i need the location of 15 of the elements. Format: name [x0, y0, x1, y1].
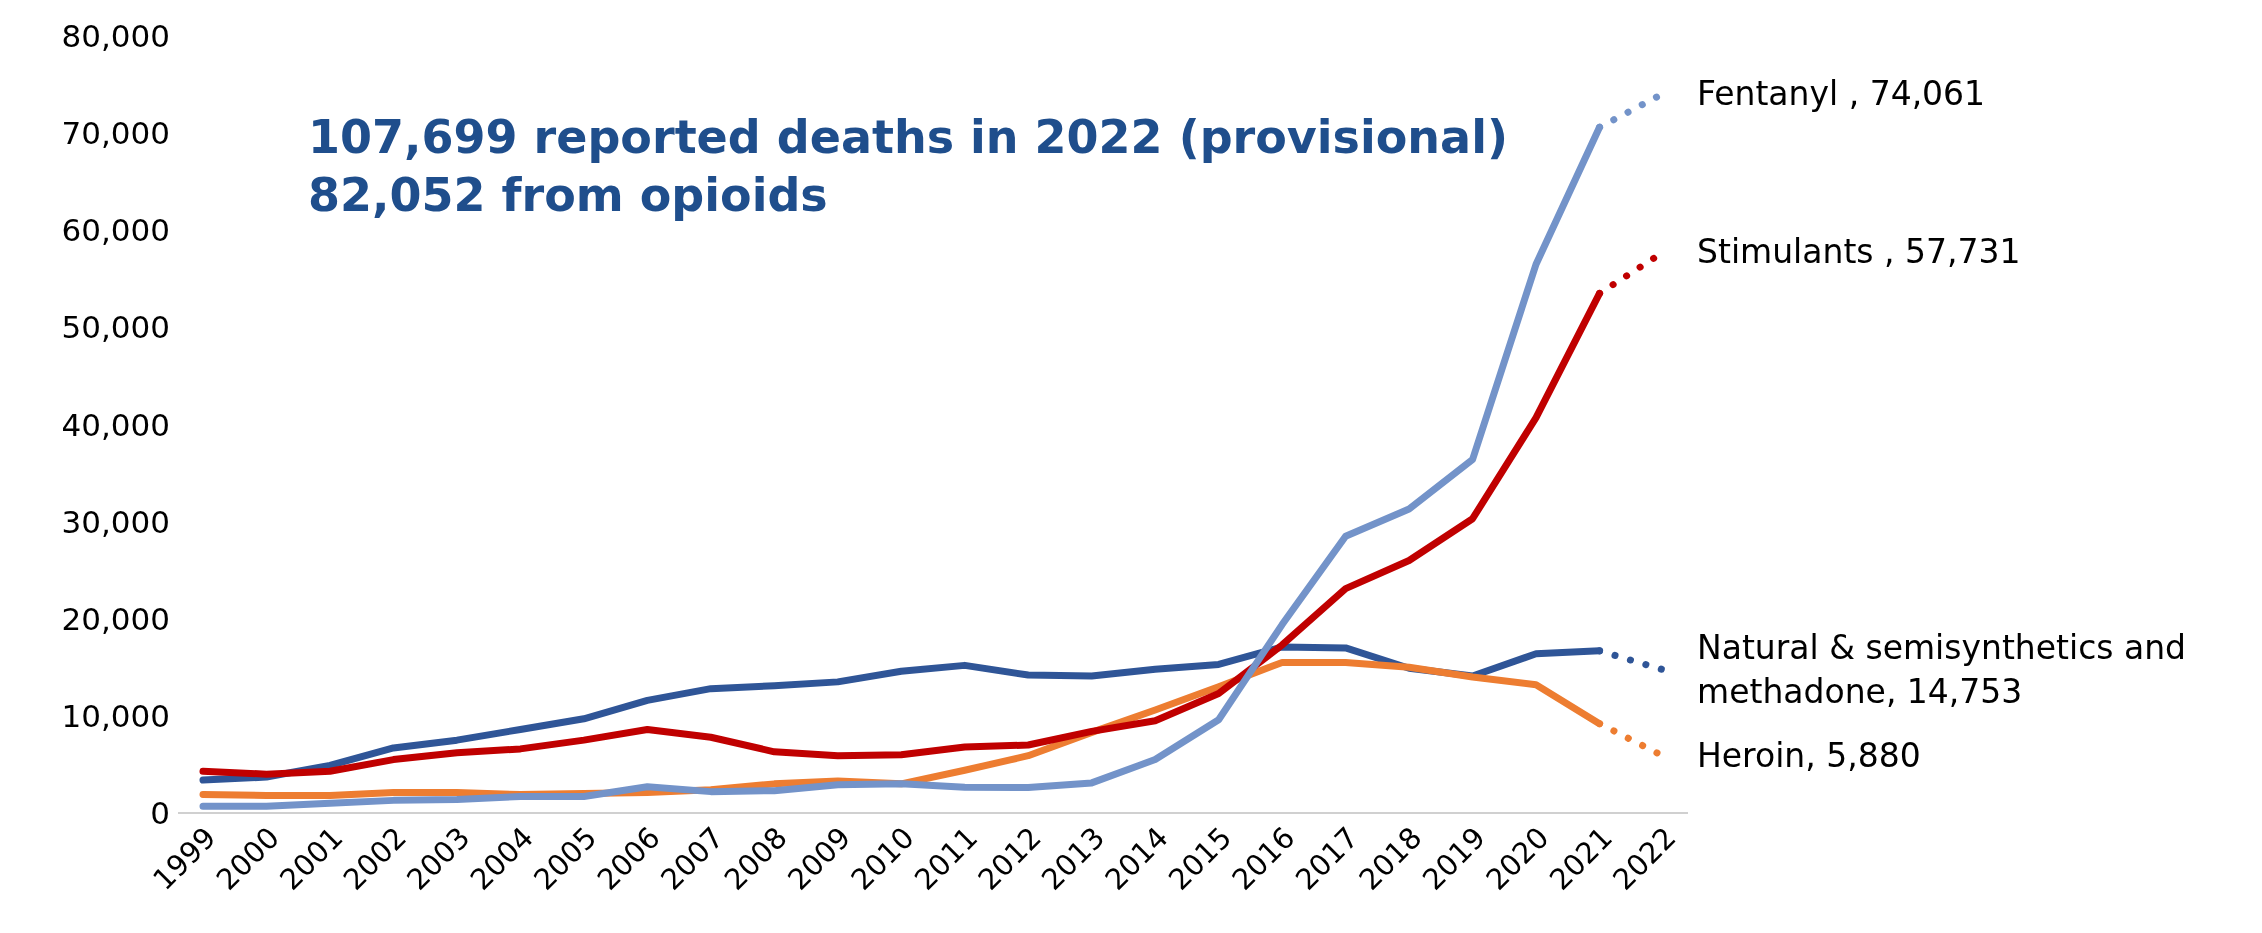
y-tick-label: 40,000: [61, 406, 170, 443]
y-tick-label: 10,000: [61, 697, 170, 734]
y-tick-label: 80,000: [61, 18, 170, 55]
y-tick-label: 70,000: [61, 115, 170, 152]
annotation: 82,052 from opioids: [308, 167, 829, 224]
y-tick-label: 30,000: [61, 503, 170, 540]
data-label: Stimulants , 57,731: [1697, 232, 2021, 272]
data-label: Heroin, 5,880: [1697, 735, 1921, 775]
data-label: Natural & semisynthetics and methadone, 14,753: [1697, 627, 2187, 711]
y-tick-label: 50,000: [61, 309, 170, 346]
y-tick-label: 20,000: [61, 600, 170, 637]
annotation: 107,699 reported deaths in 2022 (provisional): [308, 109, 1508, 166]
y-tick-label: 0: [150, 795, 170, 832]
y-tick-label: 60,000: [61, 212, 170, 249]
data-label: Fentanyl , 74,061: [1697, 73, 1986, 113]
